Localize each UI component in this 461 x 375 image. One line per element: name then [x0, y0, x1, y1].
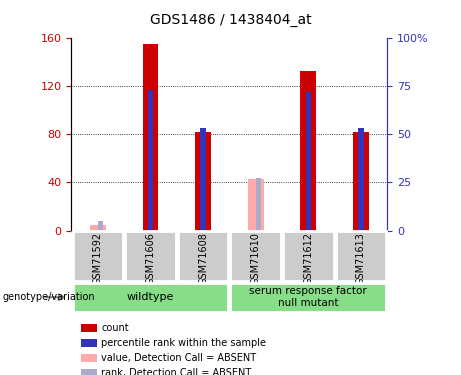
- Text: GSM71608: GSM71608: [198, 232, 208, 285]
- Bar: [90, 225, 106, 231]
- Bar: [148, 90, 153, 231]
- Bar: [201, 128, 206, 231]
- Bar: [195, 132, 211, 231]
- Bar: [230, 283, 386, 312]
- Text: GSM71606: GSM71606: [145, 232, 155, 285]
- Text: wildtype: wildtype: [127, 292, 174, 302]
- Bar: [358, 128, 364, 231]
- Bar: [336, 231, 386, 281]
- Bar: [142, 44, 158, 231]
- Bar: [248, 179, 264, 231]
- Bar: [72, 231, 123, 281]
- Text: GSM71610: GSM71610: [251, 232, 260, 285]
- Bar: [353, 132, 369, 231]
- Text: value, Detection Call = ABSENT: value, Detection Call = ABSENT: [101, 353, 256, 363]
- Bar: [125, 231, 176, 281]
- Bar: [301, 71, 316, 231]
- Text: rank, Detection Call = ABSENT: rank, Detection Call = ABSENT: [101, 368, 252, 375]
- Bar: [230, 231, 281, 281]
- Bar: [98, 221, 103, 231]
- Text: GDS1486 / 1438404_at: GDS1486 / 1438404_at: [150, 13, 311, 27]
- Bar: [306, 92, 311, 231]
- Bar: [256, 178, 261, 231]
- Text: GSM71592: GSM71592: [93, 232, 103, 285]
- Bar: [72, 283, 228, 312]
- Text: serum response factor
null mutant: serum response factor null mutant: [249, 286, 367, 308]
- Text: GSM71612: GSM71612: [303, 232, 313, 285]
- Text: GSM71613: GSM71613: [356, 232, 366, 285]
- Text: genotype/variation: genotype/variation: [2, 292, 95, 302]
- Text: percentile rank within the sample: percentile rank within the sample: [101, 338, 266, 348]
- Bar: [178, 231, 228, 281]
- Bar: [283, 231, 334, 281]
- Text: count: count: [101, 323, 129, 333]
